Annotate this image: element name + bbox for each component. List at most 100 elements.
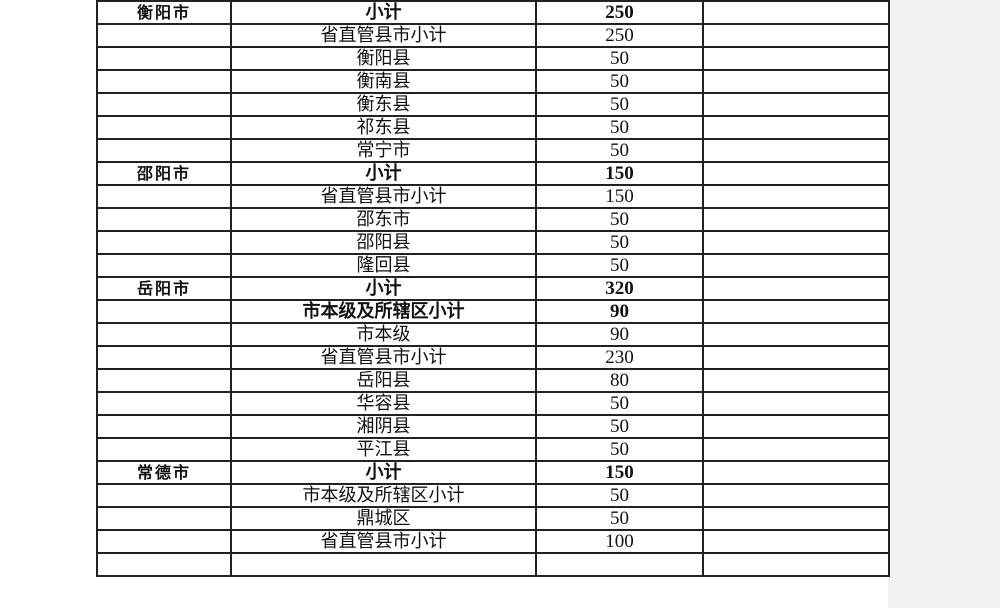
amount-cell: 250 [535,23,704,48]
table-row: 湘阴县 50 [96,414,890,439]
region-cell: 小计 [230,0,537,25]
amount-cell: 50 [535,506,704,531]
region-cell: 市本级及所辖区小计 [230,299,537,324]
city-cell [96,253,232,278]
remark-cell [702,506,890,531]
region-cell [230,552,537,577]
table-row: 岳阳县 80 [96,368,890,393]
city-cell [96,391,232,416]
city-cell [96,23,232,48]
table-row: 衡阳县 50 [96,46,890,71]
table-row: 市本级 90 [96,322,890,347]
table-row: 邵阳县 50 [96,230,890,255]
amount-cell: 50 [535,207,704,232]
remark-cell [702,529,890,554]
amount-cell: 50 [535,46,704,71]
city-cell [96,184,232,209]
city-cell [96,483,232,508]
city-cell: 邵阳市 [96,161,232,186]
city-cell [96,414,232,439]
table-row: 常德市 小计 150 [96,460,890,485]
city-cell [96,299,232,324]
city-cell [96,529,232,554]
city-cell [96,138,232,163]
table-row: 衡东县 50 [96,92,890,117]
table-row [96,552,890,577]
region-cell: 衡阳县 [230,46,537,71]
table-row: 华容县 50 [96,391,890,416]
remark-cell [702,69,890,94]
city-cell: 衡阳市 [96,0,232,25]
table-row: 衡阳市 小计 250 [96,0,890,25]
table-row: 平江县 50 [96,437,890,462]
table-row: 市本级及所辖区小计 90 [96,299,890,324]
region-cell: 常宁市 [230,138,537,163]
region-cell: 湘阴县 [230,414,537,439]
city-cell: 岳阳市 [96,276,232,301]
region-cell: 市本级 [230,322,537,347]
region-cell: 衡东县 [230,92,537,117]
city-cell [96,207,232,232]
amount-cell: 150 [535,184,704,209]
remark-cell [702,253,890,278]
table-row: 衡南县 50 [96,69,890,94]
city-cell [96,46,232,71]
amount-cell: 90 [535,322,704,347]
amount-cell: 150 [535,161,704,186]
amount-cell [535,552,704,577]
remark-cell [702,345,890,370]
region-cell: 省直管县市小计 [230,184,537,209]
amount-cell: 50 [535,115,704,140]
table-row: 岳阳市 小计 320 [96,276,890,301]
table-row: 常宁市 50 [96,138,890,163]
table-row: 省直管县市小计 150 [96,184,890,209]
remark-cell [702,184,890,209]
amount-cell: 50 [535,230,704,255]
amount-cell: 50 [535,483,704,508]
amount-cell: 50 [535,391,704,416]
remark-cell [702,414,890,439]
city-cell [96,92,232,117]
amount-cell: 50 [535,138,704,163]
amount-cell: 250 [535,0,704,25]
remark-cell [702,460,890,485]
remark-cell [702,46,890,71]
remark-cell [702,161,890,186]
city-cell [96,506,232,531]
remark-cell [702,552,890,577]
remark-cell [702,230,890,255]
amount-cell: 50 [535,253,704,278]
remark-cell [702,276,890,301]
city-cell [96,69,232,94]
region-cell: 市本级及所辖区小计 [230,483,537,508]
amount-cell: 150 [535,460,704,485]
region-cell: 省直管县市小计 [230,345,537,370]
region-cell: 邵东市 [230,207,537,232]
amount-cell: 320 [535,276,704,301]
amount-cell: 50 [535,69,704,94]
amount-cell: 100 [535,529,704,554]
city-cell [96,230,232,255]
remark-cell [702,437,890,462]
region-cell: 祁东县 [230,115,537,140]
remark-cell [702,368,890,393]
table-row: 省直管县市小计 230 [96,345,890,370]
region-cell: 省直管县市小计 [230,529,537,554]
amount-cell: 90 [535,299,704,324]
allocation-table: 衡阳市 小计 250 省直管县市小计 250 衡阳县 50 衡南县 50 衡东县 50 祁东县 50 常宁… [96,0,890,577]
amount-cell: 50 [535,92,704,117]
page-gutter [888,0,1000,608]
region-cell: 小计 [230,161,537,186]
table-row: 邵阳市 小计 150 [96,161,890,186]
remark-cell [702,207,890,232]
amount-cell: 80 [535,368,704,393]
city-cell [96,115,232,140]
table-row: 鼎城区 50 [96,506,890,531]
city-cell [96,552,232,577]
remark-cell [702,138,890,163]
region-cell: 邵阳县 [230,230,537,255]
region-cell: 华容县 [230,391,537,416]
remark-cell [702,115,890,140]
table-row: 省直管县市小计 250 [96,23,890,48]
region-cell: 鼎城区 [230,506,537,531]
